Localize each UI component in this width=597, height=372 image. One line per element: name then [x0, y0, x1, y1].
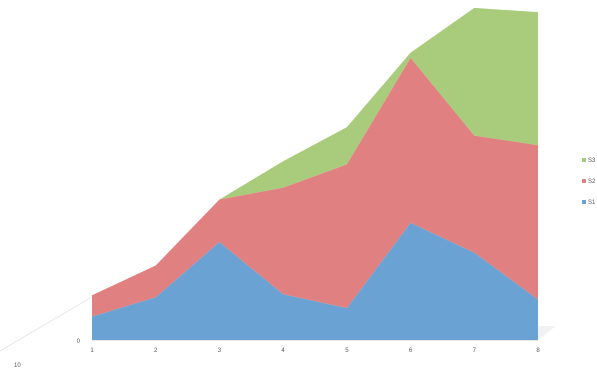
- y-tick-label: 0: [77, 339, 81, 345]
- series-area-1: [92, 222, 538, 340]
- x-tick-label: 2: [154, 348, 158, 354]
- series-areas: [92, 7, 538, 340]
- legend: S3 S2 S1: [582, 158, 596, 206]
- legend-label: S3: [588, 158, 596, 164]
- stray-label: 10: [14, 363, 21, 369]
- x-tick-label: 5: [345, 348, 349, 354]
- legend-label: S2: [588, 179, 596, 185]
- y-axis: 0 10: [14, 339, 81, 369]
- x-tick-label: 3: [218, 348, 222, 354]
- x-tick-label: 7: [473, 348, 477, 354]
- series-area-2: [92, 57, 538, 317]
- x-tick-label: 6: [409, 348, 413, 354]
- floor-edge: [0, 296, 93, 352]
- legend-swatch: [582, 179, 586, 183]
- series-area-3: [92, 7, 538, 296]
- x-tick-label: 1: [90, 348, 94, 354]
- x-tick-label: 4: [281, 348, 285, 354]
- legend-label: S1: [588, 200, 596, 206]
- legend-swatch: [582, 158, 586, 162]
- x-tick-label: 8: [536, 348, 540, 354]
- legend-swatch: [582, 200, 586, 204]
- x-axis-ticks: 1 2 3 4 5 6 7 8: [90, 348, 540, 354]
